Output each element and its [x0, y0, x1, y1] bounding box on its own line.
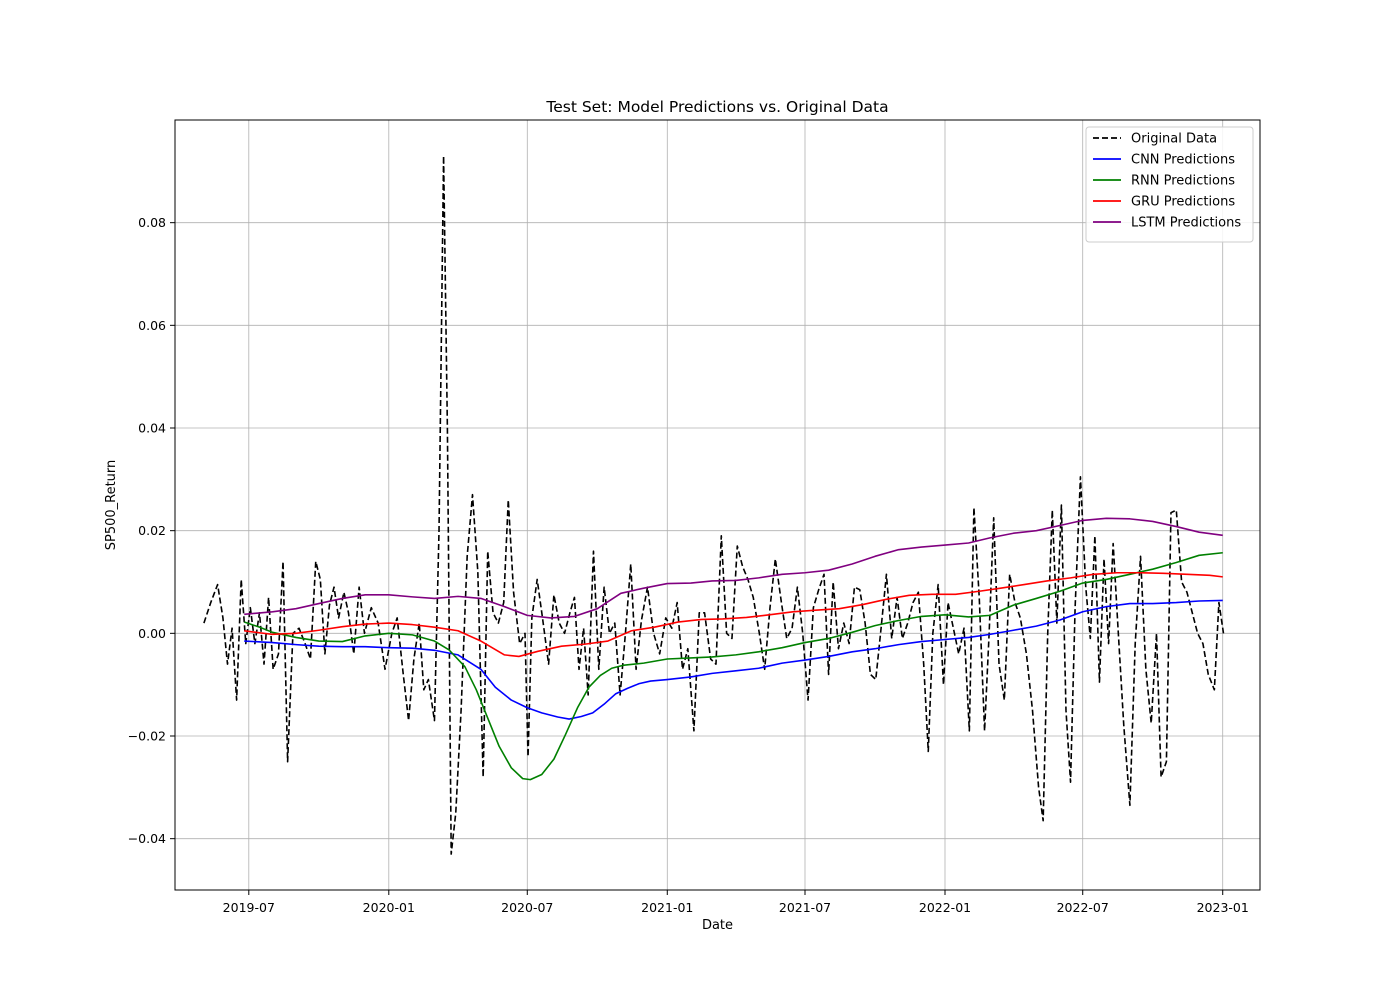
legend: Original Data CNN Predictions RNN Predicti… [1085, 126, 1254, 243]
chart-title: Test Set: Model Predictions vs. Original… [545, 98, 888, 116]
series-line-rnn-predictions [243, 551, 1223, 781]
plot-frame [174, 119, 1261, 891]
series-line-original-data [203, 155, 1225, 855]
series-line-gru-predictions [244, 571, 1223, 658]
y-tick-label: 0.08 [138, 215, 166, 230]
y-axis-label: SP500_Return [104, 460, 119, 551]
x-tick-label: 2019-07 [223, 900, 275, 915]
y-tick-label: −0.02 [128, 729, 166, 744]
legend-label: GRU Predictions [1131, 195, 1235, 210]
legend-label: Original Data [1131, 132, 1217, 147]
x-tick-label: 2022-01 [919, 900, 971, 915]
plot-series [203, 155, 1225, 855]
y-tick-label: −0.04 [128, 831, 166, 846]
legend-label: CNN Predictions [1131, 153, 1235, 168]
series-line-lstm-predictions [244, 517, 1223, 619]
y-tick-label: 0.04 [138, 421, 166, 436]
axis-ticks: 2019-07 2020-01 2020-07 2021-01 2021-07 2022-… [128, 215, 1249, 915]
y-tick-label: 0.06 [138, 318, 166, 333]
x-tick-label: 2020-01 [363, 900, 415, 915]
x-tick-label: 2021-01 [641, 900, 693, 915]
x-tick-label: 2021-07 [779, 900, 831, 915]
x-axis-label: Date [702, 918, 733, 933]
series-line-cnn-predictions [244, 599, 1223, 720]
x-tick-label: 2023-01 [1197, 900, 1249, 915]
legend-label: LSTM Predictions [1131, 216, 1241, 231]
legend-box [1085, 126, 1254, 243]
x-tick-label: 2020-07 [501, 900, 553, 915]
legend-label: RNN Predictions [1131, 174, 1235, 189]
y-tick-label: 0.02 [138, 523, 166, 538]
y-tick-label: 0.00 [138, 626, 166, 641]
x-tick-label: 2022-07 [1057, 900, 1109, 915]
